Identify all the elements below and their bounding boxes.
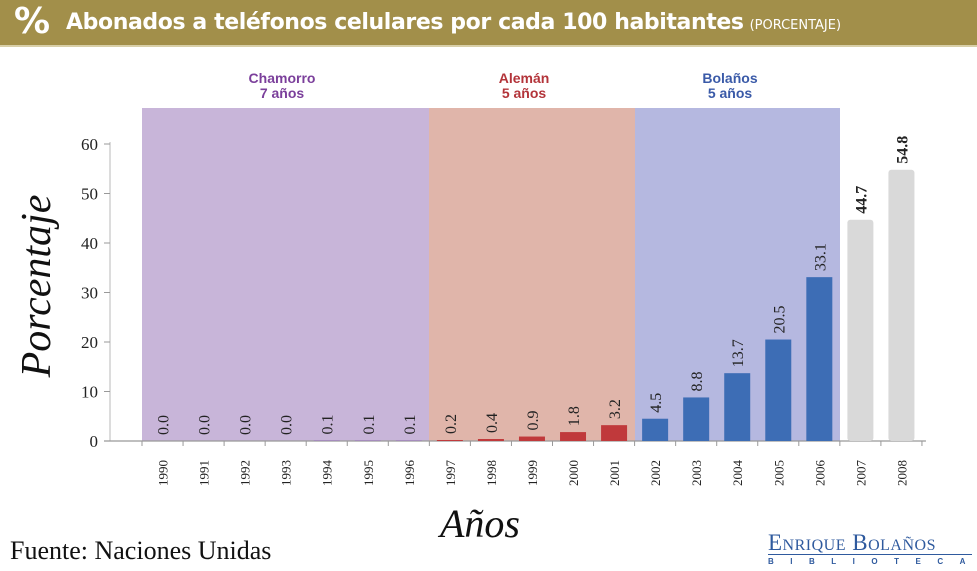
value-label-1998: 0.4 — [484, 413, 501, 433]
period-name: Bolaños — [702, 70, 758, 86]
x-tick-label-1990: 1990 — [156, 460, 171, 486]
value-label-1997: 0.2 — [443, 414, 460, 434]
chart-title-text: Abonados a teléfonos celulares por cada … — [66, 10, 744, 35]
y-axis-label: Porcentaje — [14, 194, 60, 378]
value-label-1994: 0.1 — [320, 415, 337, 435]
bar-2008 — [888, 169, 915, 442]
y-tick-label: 50 — [81, 185, 98, 204]
x-tick-label-1996: 1996 — [402, 460, 417, 487]
period-band-aleman — [429, 108, 635, 441]
logo-main-text: Enrique Bolaños — [768, 531, 972, 555]
y-tick-label: 20 — [81, 333, 98, 352]
bar-2007 — [847, 219, 874, 441]
x-tick-label-2004: 2004 — [730, 460, 745, 487]
x-tick-label-2007: 2007 — [853, 460, 868, 487]
x-tick-label-1994: 1994 — [320, 460, 335, 487]
y-tick-label: 30 — [81, 284, 98, 303]
bar-2000 — [560, 432, 587, 441]
period-name: Chamorro — [248, 70, 316, 86]
value-label-1996: 0.1 — [402, 415, 419, 435]
value-label-1993: 0.0 — [279, 415, 296, 435]
period-label-bolanos: Bolaños 5 años — [626, 71, 834, 101]
x-tick-label-2000: 2000 — [566, 460, 581, 486]
x-tick-label-1999: 1999 — [525, 460, 540, 486]
x-tick-label-1991: 1991 — [197, 460, 212, 486]
bar-2005 — [765, 339, 792, 441]
y-tick-label: 0 — [90, 432, 99, 451]
percent-icon: % — [14, 1, 51, 42]
value-label-1995: 0.1 — [361, 415, 378, 435]
y-tick-label: 40 — [81, 234, 98, 253]
x-tick-label-1995: 1995 — [361, 460, 376, 486]
y-tick-label: 10 — [81, 383, 98, 402]
value-label-2005: 20.5 — [771, 306, 788, 334]
x-tick-label-1992: 1992 — [238, 460, 253, 486]
value-label-2007: 44.7 — [853, 186, 870, 214]
bar-2006 — [806, 277, 833, 441]
x-axis-label: Años — [440, 501, 520, 546]
x-tick-label-2005: 2005 — [771, 460, 786, 486]
value-label-2008: 54.8 — [894, 136, 911, 164]
bar-2002 — [642, 418, 669, 441]
library-logo: Enrique Bolaños BIBLIOTECA — [768, 531, 977, 566]
period-duration: 7 años — [259, 85, 305, 101]
value-label-2002: 4.5 — [648, 393, 665, 413]
period-label-chamorro: Chamorro 7 años — [142, 71, 422, 101]
period-name: Alemán — [498, 70, 550, 86]
chart-unit: (PORCENTAJE) — [749, 18, 842, 33]
value-label-2003: 8.8 — [689, 371, 706, 391]
period-duration: 5 años — [707, 85, 753, 101]
x-tick-label-1998: 1998 — [484, 460, 499, 486]
x-tick-label-2008: 2008 — [894, 460, 909, 486]
value-label-2000: 1.8 — [566, 406, 583, 426]
title-banner: % Abonados a teléfonos celulares por cad… — [0, 0, 977, 47]
source-note: Fuente: Naciones Unidas — [10, 536, 272, 565]
bar-2004 — [724, 373, 751, 441]
bar-1999 — [518, 436, 545, 441]
period-label-aleman: Alemán 5 años — [422, 71, 626, 101]
value-label-2001: 3.2 — [607, 399, 624, 419]
value-label-1990: 0.0 — [156, 415, 173, 435]
x-tick-label-1993: 1993 — [279, 460, 294, 486]
bar-2003 — [683, 397, 710, 441]
value-label-2006: 33.1 — [812, 243, 829, 271]
chart-title: Abonados a teléfonos celulares por cada … — [66, 8, 841, 41]
x-tick-label-1997: 1997 — [443, 460, 458, 487]
logo-sub-text: BIBLIOTECA — [768, 557, 977, 566]
x-tick-label-2006: 2006 — [812, 460, 827, 487]
x-tick-label-2002: 2002 — [648, 460, 663, 486]
y-tick-label: 60 — [81, 135, 98, 154]
x-tick-label-2001: 2001 — [607, 460, 622, 486]
value-label-1992: 0.0 — [238, 415, 255, 435]
bar-1997 — [436, 440, 463, 441]
bar-1998 — [477, 439, 504, 441]
value-label-2004: 13.7 — [730, 339, 747, 367]
x-tick-label-2003: 2003 — [689, 460, 704, 486]
value-label-1999: 0.9 — [525, 411, 542, 431]
bar-2001 — [601, 425, 628, 441]
period-band-chamorro — [142, 108, 429, 441]
period-duration: 5 años — [501, 85, 547, 101]
value-label-1991: 0.0 — [197, 415, 214, 435]
